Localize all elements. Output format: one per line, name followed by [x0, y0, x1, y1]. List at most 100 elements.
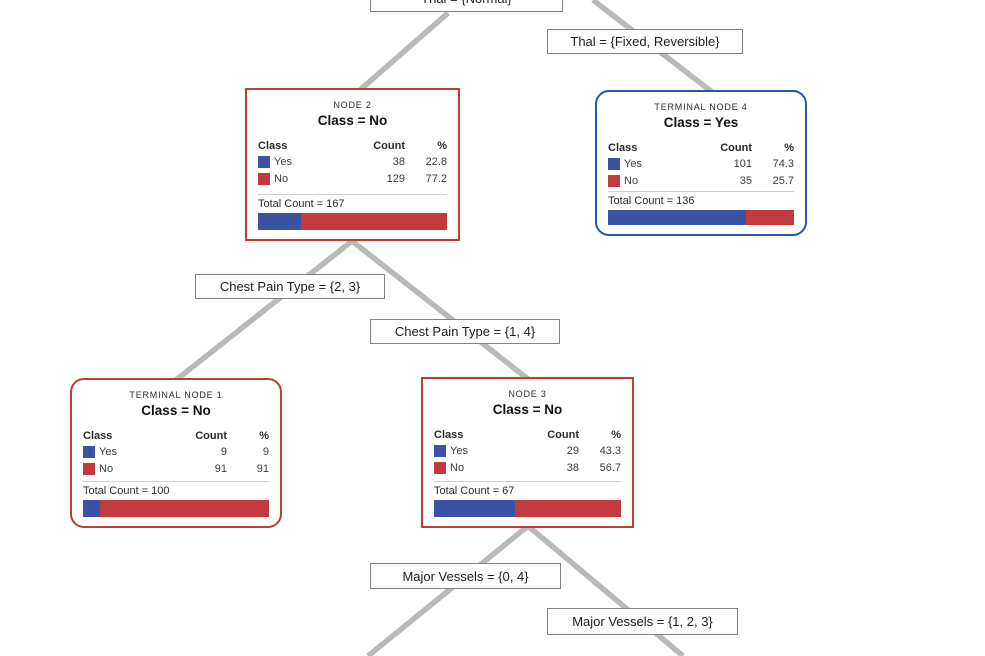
node-class-prediction: Class = No [141, 403, 211, 418]
yes-color-swatch [434, 444, 446, 457]
row-count: 9 [220, 445, 227, 458]
col-header-pct: % [611, 428, 621, 441]
node-title: NODE 3 [508, 389, 547, 399]
table-row-yes: Yes 38 22.8 [258, 153, 447, 170]
edge-label-chest-pain-1-4: Chest Pain Type = {1, 4} [370, 319, 560, 344]
row-pct: 74.3 [772, 157, 794, 170]
col-header-count: Count [373, 139, 405, 152]
row-pct: 43.3 [599, 444, 621, 457]
col-header-pct: % [437, 139, 447, 152]
node-class-prediction: Class = No [492, 402, 563, 417]
row-count: 35 [739, 174, 752, 187]
row-pct: 22.8 [425, 155, 447, 168]
node-class-prediction: Class = No [317, 113, 388, 128]
row-count: 91 [214, 462, 227, 475]
edge-label-text: Thal = {Normal} [421, 0, 512, 6]
connector-node3-left-child [366, 523, 530, 656]
bar-no-segment [301, 213, 447, 230]
col-header-class: Class [258, 139, 288, 152]
table-header-row: Class Count % [608, 140, 794, 155]
node-title: TERMINAL NODE 1 [129, 390, 223, 400]
tree-terminal-node-4[interactable]: TERMINAL NODE 4 Class = Yes Class Count … [595, 90, 807, 236]
node-title: NODE 2 [333, 100, 372, 110]
tree-node-3[interactable]: NODE 3 Class = No Class Count % Yes 29 4… [421, 377, 634, 528]
tree-node-2[interactable]: NODE 2 Class = No Class Count % Yes 38 2… [245, 88, 460, 241]
yes-color-swatch [258, 155, 270, 168]
edge-label-text: Thal = {Fixed, Reversible} [570, 34, 720, 49]
divider [608, 191, 794, 192]
col-header-class: Class [434, 428, 464, 441]
table-row-no: No 35 25.7 [608, 172, 794, 189]
row-label: Yes [450, 444, 468, 457]
row-count: 38 [566, 461, 579, 474]
bar-no-segment [99, 500, 269, 517]
class-distribution-table: Class Count % Yes 101 74.3 No 35 25.7 [608, 140, 794, 189]
table-row-no: No 38 56.7 [434, 459, 621, 476]
divider [83, 481, 269, 482]
divider [258, 194, 447, 195]
edge-label-text: Chest Pain Type = {2, 3} [219, 279, 361, 294]
no-color-swatch [83, 462, 95, 475]
table-row-yes: Yes 9 9 [83, 443, 269, 460]
divider [434, 481, 621, 482]
edge-label-text: Chest Pain Type = {1, 4} [394, 324, 536, 339]
bar-yes-segment [83, 500, 100, 517]
col-header-count: Count [720, 141, 752, 154]
col-header-count: Count [547, 428, 579, 441]
class-distribution-bar [434, 500, 621, 517]
table-row-yes: Yes 101 74.3 [608, 155, 794, 172]
edge-label-text: Major Vessels = {1, 2, 3} [572, 614, 713, 629]
col-header-pct: % [259, 429, 269, 442]
edge-label-chest-pain-2-3: Chest Pain Type = {2, 3} [195, 274, 385, 299]
bar-yes-segment [608, 210, 747, 225]
row-count: 29 [566, 444, 579, 457]
edge-label-major-vessels-1-2-3: Major Vessels = {1, 2, 3} [547, 608, 738, 635]
bar-no-segment [514, 500, 621, 517]
edge-label-major-vessels-0-4: Major Vessels = {0, 4} [370, 563, 561, 589]
row-pct: 56.7 [599, 461, 621, 474]
total-count-label: Total Count = 167 [258, 198, 345, 210]
edge-label-thal-normal: Thal = {Normal} [370, 0, 563, 12]
connector-root-to-node2 [358, 10, 450, 93]
yes-color-swatch [608, 157, 620, 170]
table-row-yes: Yes 29 43.3 [434, 442, 621, 459]
yes-color-swatch [83, 445, 95, 458]
row-label: No [450, 461, 465, 474]
col-header-pct: % [784, 141, 794, 154]
table-header-row: Class Count % [434, 427, 621, 442]
no-color-swatch [434, 461, 446, 474]
table-row-no: No 129 77.2 [258, 170, 447, 187]
no-color-swatch [608, 174, 620, 187]
row-label: Yes [99, 445, 117, 458]
bar-no-segment [746, 210, 794, 225]
tree-terminal-node-1[interactable]: TERMINAL NODE 1 Class = No Class Count %… [70, 378, 282, 528]
col-header-class: Class [83, 429, 113, 442]
node-class-prediction: Class = Yes [663, 115, 739, 130]
bar-yes-segment [258, 213, 302, 230]
connector-node3-right-child [526, 523, 685, 656]
col-header-count: Count [195, 429, 227, 442]
row-pct: 77.2 [425, 172, 447, 185]
connector-node2-to-terminal1 [174, 238, 354, 383]
row-pct: 91 [256, 462, 269, 475]
no-color-swatch [258, 172, 270, 185]
total-count-label: Total Count = 67 [434, 485, 515, 497]
total-count-label: Total Count = 136 [608, 195, 695, 207]
class-distribution-bar [258, 213, 447, 230]
node-title: TERMINAL NODE 4 [654, 102, 748, 112]
row-count: 129 [386, 172, 405, 185]
total-count-label: Total Count = 100 [83, 485, 170, 497]
row-pct: 25.7 [772, 174, 794, 187]
class-distribution-bar [83, 500, 269, 517]
table-row-no: No 91 91 [83, 460, 269, 477]
row-label: No [624, 174, 639, 187]
row-label: No [274, 172, 289, 185]
connector-node2-to-node3 [350, 238, 530, 382]
row-count: 38 [392, 155, 405, 168]
col-header-class: Class [608, 141, 638, 154]
class-distribution-bar [608, 210, 794, 225]
class-distribution-table: Class Count % Yes 38 22.8 No 129 77.2 [258, 138, 447, 192]
row-count: 101 [733, 157, 752, 170]
